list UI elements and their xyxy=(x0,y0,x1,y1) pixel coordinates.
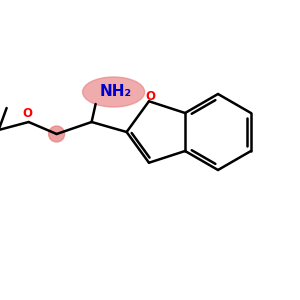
Text: O: O xyxy=(145,90,155,103)
Circle shape xyxy=(49,126,64,142)
Ellipse shape xyxy=(82,77,145,107)
Text: O: O xyxy=(22,107,33,121)
Text: NH₂: NH₂ xyxy=(100,85,132,100)
